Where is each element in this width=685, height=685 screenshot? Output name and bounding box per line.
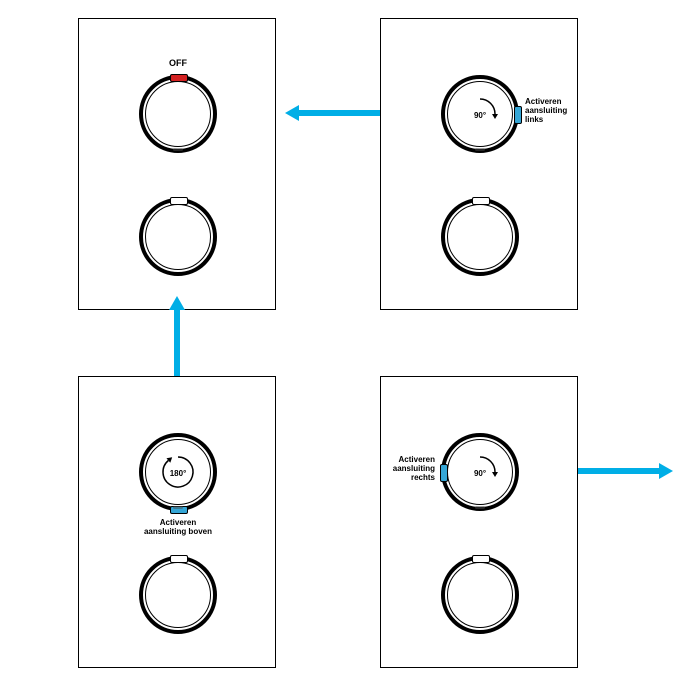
dial-inner-tl-top <box>145 81 211 147</box>
panel-tr: 90°Activeren aansluiting links <box>380 18 578 310</box>
caption-br: Activeren aansluiting rechts <box>365 456 435 482</box>
dial-neutral-mark-bl <box>173 506 183 509</box>
panel-br: 90°Activeren aansluiting rechts <box>380 376 578 668</box>
dial-neutral-mark-tr <box>475 148 485 151</box>
dial-indicator-tr-bot <box>472 197 490 205</box>
flow-arrow-head-bl <box>169 296 185 310</box>
dial-neutral-mark-br <box>475 506 485 509</box>
flow-arrow-head-br <box>659 463 673 479</box>
dial-indicator-bl-bot <box>170 555 188 563</box>
dial-inner-bl-bot <box>145 562 211 628</box>
dial-indicator-tl-bot <box>170 197 188 205</box>
dial-neutral-mark-tl <box>173 148 183 151</box>
panel-tl: OFF <box>78 18 276 310</box>
flow-arrow-line-bl <box>174 310 180 376</box>
dial-indicator-tr-top <box>514 106 522 124</box>
rotation-label-tr: 90° <box>460 112 500 121</box>
dial-indicator-br-bot <box>472 555 490 563</box>
panel-bl: 180° Activeren aansluiting boven <box>78 376 276 668</box>
flow-arrow-line-br <box>578 468 659 474</box>
flow-arrow-line-tr <box>299 110 380 116</box>
caption-tr: Activeren aansluiting links <box>525 98 595 124</box>
dial-inner-br-bot <box>447 562 513 628</box>
dial-indicator-br-top <box>440 464 448 482</box>
dial-inner-tl-bot <box>145 204 211 270</box>
caption-bl: Activeren aansluiting boven <box>123 519 233 537</box>
dial-inner-tr-bot <box>447 204 513 270</box>
rotation-label-br: 90° <box>460 470 500 479</box>
off-label: OFF <box>158 59 198 69</box>
flow-arrow-head-tr <box>285 105 299 121</box>
rotation-label-bl: 180° <box>158 470 198 479</box>
dial-indicator-tl-top <box>170 74 188 82</box>
